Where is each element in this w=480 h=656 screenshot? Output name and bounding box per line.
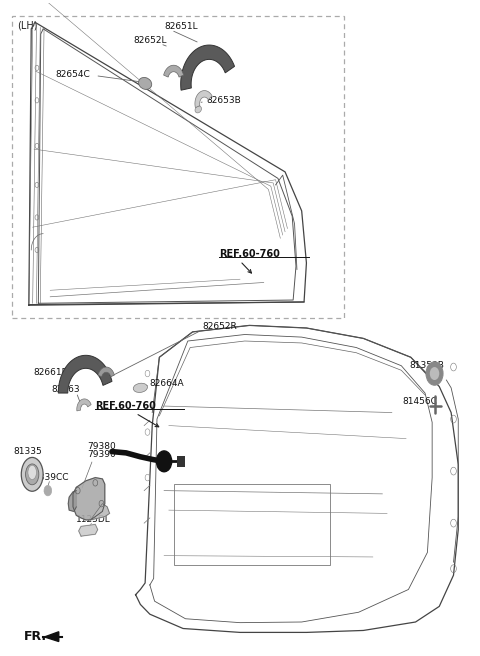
Text: 1125DL: 1125DL — [76, 516, 111, 524]
Polygon shape — [164, 65, 183, 77]
Bar — [12, 16, 344, 318]
Ellipse shape — [25, 464, 39, 485]
Text: (LH): (LH) — [17, 21, 37, 31]
Text: 1339CC: 1339CC — [34, 473, 69, 482]
Polygon shape — [180, 45, 235, 90]
Text: 81456C: 81456C — [403, 397, 438, 406]
Polygon shape — [79, 524, 97, 536]
Polygon shape — [58, 356, 112, 393]
Text: 79390: 79390 — [87, 450, 116, 459]
Circle shape — [156, 451, 172, 472]
Ellipse shape — [28, 465, 36, 480]
Polygon shape — [73, 478, 105, 520]
Ellipse shape — [195, 106, 202, 113]
Text: 82653B: 82653B — [207, 96, 241, 105]
Text: REF.60-760: REF.60-760 — [96, 401, 156, 411]
Text: FR.: FR. — [24, 630, 47, 644]
Text: 82661R: 82661R — [34, 368, 69, 377]
Ellipse shape — [139, 77, 152, 89]
Polygon shape — [195, 91, 212, 108]
Polygon shape — [77, 399, 91, 411]
Text: REF.60-760: REF.60-760 — [219, 249, 279, 259]
Text: 82654C: 82654C — [55, 70, 90, 79]
Bar — [177, 456, 185, 466]
Polygon shape — [68, 491, 76, 512]
Text: 82664A: 82664A — [150, 379, 184, 388]
Text: 82651L: 82651L — [164, 22, 198, 31]
Polygon shape — [45, 632, 59, 642]
Text: 82652R: 82652R — [202, 322, 237, 331]
Polygon shape — [91, 504, 109, 520]
Text: 79380: 79380 — [87, 442, 116, 451]
Text: 81350B: 81350B — [410, 361, 445, 369]
Ellipse shape — [133, 383, 147, 392]
Text: 81335: 81335 — [13, 447, 42, 456]
Circle shape — [430, 367, 439, 380]
Circle shape — [426, 362, 443, 385]
Polygon shape — [98, 367, 114, 377]
Text: 82663: 82663 — [52, 384, 80, 394]
Circle shape — [44, 485, 52, 496]
Ellipse shape — [21, 457, 43, 491]
Text: 82652L: 82652L — [133, 36, 167, 45]
Bar — [174, 484, 330, 565]
